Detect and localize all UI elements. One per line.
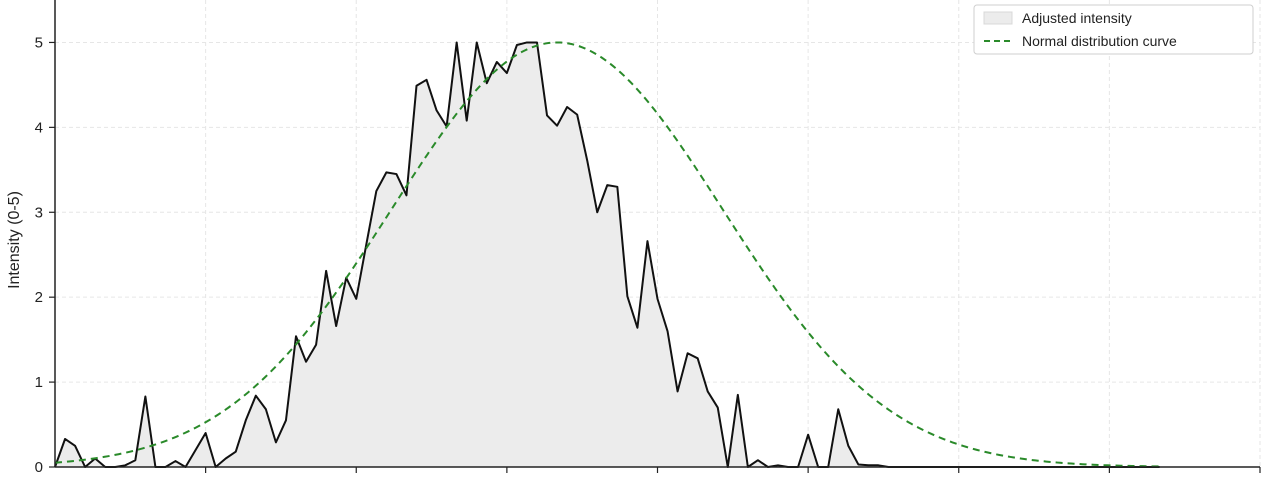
y-tick-label: 3 <box>35 204 43 221</box>
normal-curve-layer <box>54 41 1160 468</box>
y-tick-label: 0 <box>35 459 43 476</box>
series-line-normal-curve <box>54 41 1160 468</box>
legend-label-adjusted-intensity: Adjusted intensity <box>1022 10 1132 26</box>
legend-label-normal-curve: Normal distribution curve <box>1022 33 1177 49</box>
legend: Adjusted intensity Normal distribution c… <box>973 4 1254 55</box>
area-fill-adjusted-intensity <box>55 42 1160 468</box>
y-tick-label: 4 <box>35 119 43 136</box>
y-tick-label: 1 <box>35 374 43 391</box>
legend-swatch-adjusted-intensity <box>983 11 1013 25</box>
y-tick-label: 2 <box>35 289 43 306</box>
y-axis-label: Intensity (0-5) <box>6 191 23 289</box>
y-ticks: 0 1 2 3 4 5 <box>35 34 1261 476</box>
y-tick-label: 5 <box>35 34 43 51</box>
area-layer <box>54 41 1160 468</box>
legend-box <box>973 4 1254 55</box>
